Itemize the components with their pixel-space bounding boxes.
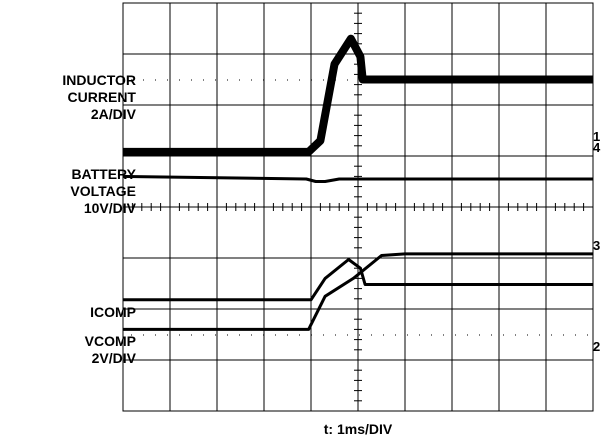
dotted-reference [443, 334, 444, 336]
time-axis-label: t: 1ms/DIV [323, 421, 393, 437]
dotted-reference [563, 334, 564, 336]
battery-voltage-label-line3: 10V/DIV [83, 200, 136, 216]
battery-voltage-label-line1: BATTERY [71, 166, 136, 182]
trace-inductor [123, 34, 593, 156]
dotted-reference [323, 334, 324, 336]
dotted-reference [203, 79, 204, 81]
dotted-reference [227, 334, 228, 336]
dotted-reference [215, 79, 216, 81]
dotted-reference [179, 334, 180, 336]
dotted-reference [227, 79, 228, 81]
dotted-reference [323, 79, 324, 81]
icomp-label: ICOMP [90, 304, 136, 321]
dotted-reference [479, 334, 480, 336]
battery-voltage-label-line2: VOLTAGE [70, 183, 136, 199]
dotted-reference [143, 334, 144, 336]
dotted-reference [167, 334, 168, 336]
trace-vcomp [123, 252, 593, 331]
dotted-reference [275, 334, 276, 336]
dotted-reference [287, 334, 288, 336]
dotted-reference [263, 334, 264, 336]
dotted-reference [191, 79, 192, 81]
dotted-reference [215, 334, 216, 336]
dotted-reference [431, 334, 432, 336]
dotted-reference [491, 334, 492, 336]
dotted-reference [179, 79, 180, 81]
dotted-reference [131, 79, 132, 81]
dotted-reference [299, 79, 300, 81]
dotted-reference [515, 334, 516, 336]
dotted-reference [419, 334, 420, 336]
channel-marker-2: 2 [593, 339, 601, 354]
dotted-reference [527, 334, 528, 336]
dotted-reference [359, 334, 360, 336]
traces [122, 34, 593, 331]
dotted-reference [575, 334, 576, 336]
dotted-reference [311, 334, 312, 336]
dotted-reference [251, 334, 252, 336]
inductor-current-label-line3: 2A/DIV [90, 106, 136, 122]
trace-icomp [123, 258, 593, 302]
channel-marker-3: 3 [593, 238, 601, 253]
vcomp-label-line2: 2V/DIV [91, 350, 136, 366]
dotted-reference [347, 334, 348, 336]
dotted-reference [539, 334, 540, 336]
inductor-current-label: INDUCTOR CURRENT 2A/DIV [62, 72, 136, 123]
inductor-current-label-line2: CURRENT [67, 89, 136, 105]
channel-marker-1: 1 [593, 129, 601, 144]
grid [122, 2, 594, 412]
dotted-reference [407, 334, 408, 336]
dotted-reference [299, 334, 300, 336]
channel-marker-4: 4 [593, 140, 601, 155]
dotted-reference [167, 79, 168, 81]
dotted-reference [395, 334, 396, 336]
dotted-reference [155, 79, 156, 81]
dotted-reference [455, 334, 456, 336]
dotted-reference [587, 334, 588, 336]
vcomp-label: VCOMP 2V/DIV [85, 333, 136, 367]
dotted-reference [155, 334, 156, 336]
dotted-reference [551, 334, 552, 336]
dotted-reference [131, 334, 132, 336]
vcomp-label-line1: VCOMP [84, 333, 136, 349]
icomp-label-text: ICOMP [90, 304, 136, 320]
battery-voltage-label: BATTERY VOLTAGE 10V/DIV [70, 166, 136, 217]
dotted-reference [251, 79, 252, 81]
dotted-reference [371, 334, 372, 336]
dotted-reference [287, 79, 288, 81]
dotted-reference [239, 334, 240, 336]
dotted-reference [383, 334, 384, 336]
dotted-reference [275, 79, 276, 81]
dotted-reference [503, 334, 504, 336]
trace-battery [122, 174, 593, 183]
dotted-reference [335, 334, 336, 336]
dotted-reference [203, 334, 204, 336]
dotted-reference [263, 79, 264, 81]
dotted-reference [347, 79, 348, 81]
dotted-reference [239, 79, 240, 81]
dotted-reference [311, 79, 312, 81]
inductor-current-label-line1: INDUCTOR [62, 72, 136, 88]
dotted-reference [191, 334, 192, 336]
dotted-reference [467, 334, 468, 336]
dotted-reference [143, 79, 144, 81]
